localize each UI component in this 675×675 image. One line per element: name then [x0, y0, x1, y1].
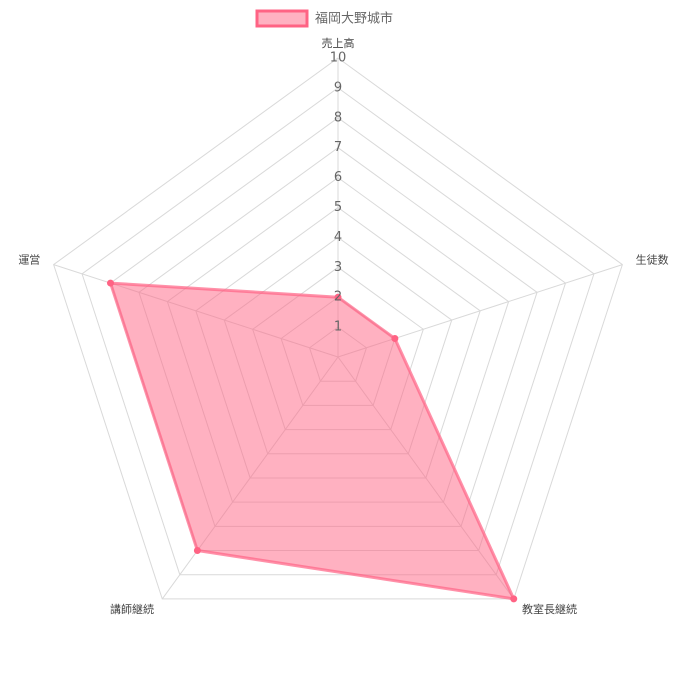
data-point [334, 293, 342, 301]
r-tick-label: 1 [334, 320, 342, 335]
data-point [193, 547, 201, 555]
legend-swatch [255, 9, 309, 28]
r-tick-label: 6 [334, 170, 342, 185]
category-label: 講師継続 [110, 602, 154, 616]
r-tick-label: 3 [334, 260, 342, 275]
category-label: 運営 [18, 252, 40, 266]
grid-line [81, 87, 595, 576]
category-label: 売上高 [322, 36, 355, 50]
category-label: 教室長継続 [522, 602, 577, 616]
data-point [107, 279, 115, 287]
series-area [108, 281, 517, 601]
r-tick-label: 2 [334, 290, 342, 305]
category-label: 生徒数 [636, 252, 669, 266]
legend-item: 福岡大野城市 [255, 9, 393, 28]
legend-label: 福岡大野城市 [315, 11, 393, 27]
r-tick-label: 9 [334, 80, 342, 95]
r-tick-label: 10 [330, 51, 347, 66]
r-tick-label: 7 [334, 140, 342, 155]
data-point [510, 595, 518, 603]
r-tick-label: 5 [334, 200, 342, 215]
r-tick-label: 4 [334, 230, 342, 245]
grid-line [53, 57, 623, 600]
data-point [391, 335, 399, 343]
r-tick-label: 8 [334, 110, 342, 125]
